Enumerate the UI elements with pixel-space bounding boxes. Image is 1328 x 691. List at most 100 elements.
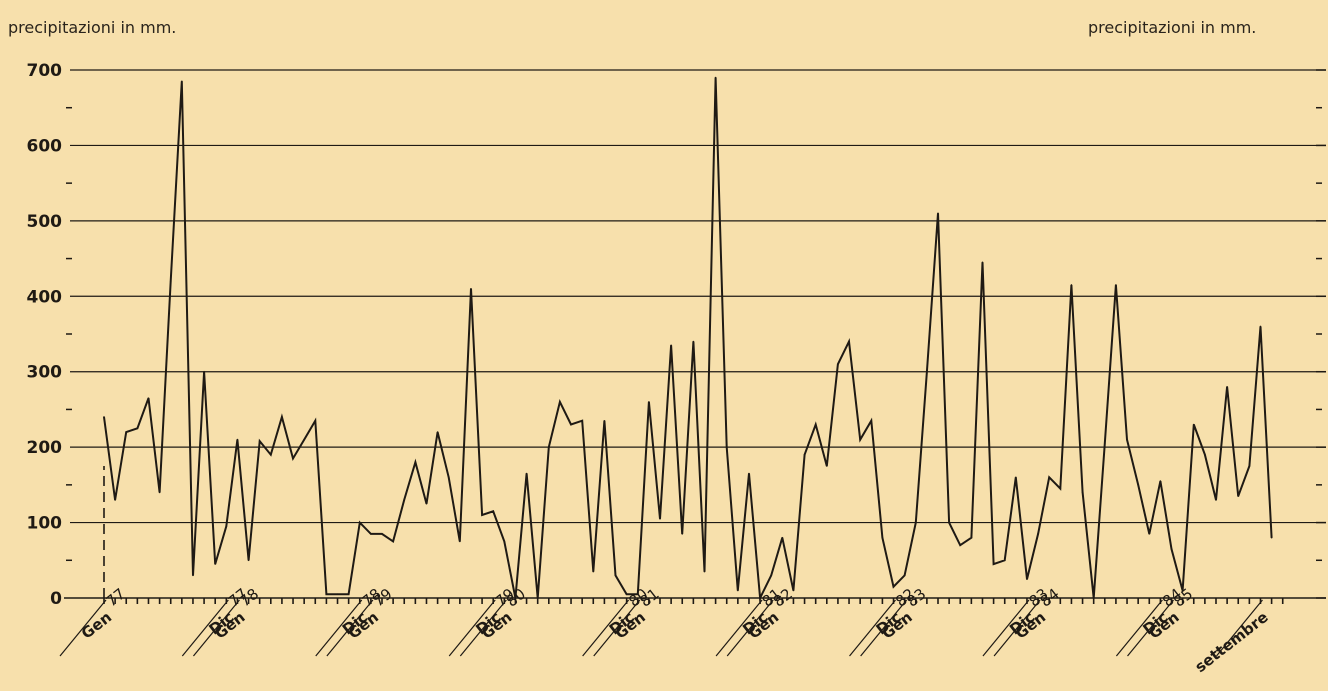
data-point (636, 593, 639, 596)
data-point (981, 261, 984, 264)
data-point (625, 593, 628, 596)
data-point (314, 419, 317, 422)
x-label-separator-stroke (1127, 599, 1174, 657)
data-point (403, 499, 406, 501)
data-point (814, 423, 817, 426)
x-label-separator-stroke (459, 599, 507, 657)
data-point (992, 563, 995, 565)
y-axis-unit-label-right: precipitazioni in mm. (1088, 18, 1257, 37)
data-point (570, 423, 572, 426)
data-point (1159, 480, 1162, 482)
data-point (536, 597, 539, 599)
x-label-separator-stroke (1115, 599, 1163, 657)
data-point (336, 593, 339, 596)
data-point (281, 416, 283, 418)
data-point (581, 419, 583, 422)
data-point (559, 401, 561, 403)
data-point (414, 461, 417, 464)
x-label-separator-stroke (448, 599, 496, 657)
data-point (1237, 495, 1240, 497)
data-point (959, 544, 962, 546)
x-label-separator-stroke (982, 599, 1030, 657)
data-point (1026, 578, 1028, 580)
data-point (1204, 453, 1206, 456)
data-point (447, 476, 450, 479)
data-point (1037, 533, 1039, 535)
x-axis-label-year: 77 (103, 585, 129, 611)
data-point (1104, 442, 1106, 445)
x-label-separator-stroke (59, 599, 107, 657)
x-label-separator-stroke (315, 599, 363, 657)
data-point (548, 446, 550, 448)
data-point (703, 570, 706, 573)
data-point (392, 540, 394, 543)
data-point (1126, 438, 1128, 441)
data-point (236, 438, 239, 441)
data-point (358, 521, 361, 524)
data-point (470, 287, 472, 290)
x-label-separator-stroke (715, 599, 763, 657)
x-label-separator-stroke (860, 599, 908, 657)
data-point (1137, 484, 1139, 486)
data-point (158, 491, 161, 494)
data-point (292, 457, 294, 460)
data-point (792, 589, 795, 592)
data-point (759, 597, 761, 599)
data-point (1048, 476, 1050, 479)
x-label-separator-stroke (993, 599, 1041, 657)
data-point (1092, 597, 1095, 599)
data-point (1070, 284, 1073, 286)
data-point (1170, 548, 1173, 550)
data-point (347, 593, 350, 596)
data-point (1248, 465, 1251, 467)
data-point (192, 574, 194, 577)
y-tick-label: 300 (27, 363, 63, 383)
data-point (1181, 589, 1184, 592)
data-point (881, 536, 884, 539)
data-point (859, 438, 861, 441)
data-point (848, 340, 850, 343)
data-point (436, 431, 439, 433)
data-point (681, 533, 684, 535)
data-point (659, 518, 661, 520)
y-axis-unit-label-left: precipitazioni in mm. (8, 18, 177, 37)
y-tick-label: 200 (27, 438, 63, 458)
data-point (648, 401, 650, 403)
x-label-separator-stroke (726, 599, 774, 657)
data-point (481, 514, 483, 516)
data-point (370, 533, 372, 535)
x-label-separator-stroke (192, 599, 240, 657)
data-point (303, 438, 305, 441)
data-point (803, 453, 806, 456)
data-point (603, 419, 606, 422)
data-point (1003, 559, 1006, 562)
data-point (136, 427, 139, 430)
y-tick-label: 100 (27, 514, 63, 534)
data-point (125, 431, 128, 433)
data-point (903, 574, 906, 577)
data-point (525, 472, 528, 475)
data-point (492, 510, 495, 513)
data-point (692, 340, 695, 343)
data-point (147, 397, 150, 399)
x-label-separator-stroke (593, 599, 641, 657)
data-point (1148, 533, 1151, 535)
x-label-separator-stroke (582, 599, 630, 657)
data-point (892, 585, 895, 588)
data-point (1115, 284, 1117, 286)
data-point (169, 280, 172, 283)
x-axis-label-word: settembre (1191, 608, 1271, 676)
data-point (914, 521, 917, 524)
data-point (948, 521, 950, 524)
data-point (926, 370, 928, 373)
data-point (826, 465, 828, 467)
data-point (714, 76, 717, 79)
data-point (1015, 476, 1017, 479)
data-point (103, 416, 105, 418)
y-tick-label: 600 (27, 136, 63, 156)
data-point (1226, 386, 1228, 388)
data-point (1259, 325, 1262, 328)
data-point (725, 446, 728, 448)
